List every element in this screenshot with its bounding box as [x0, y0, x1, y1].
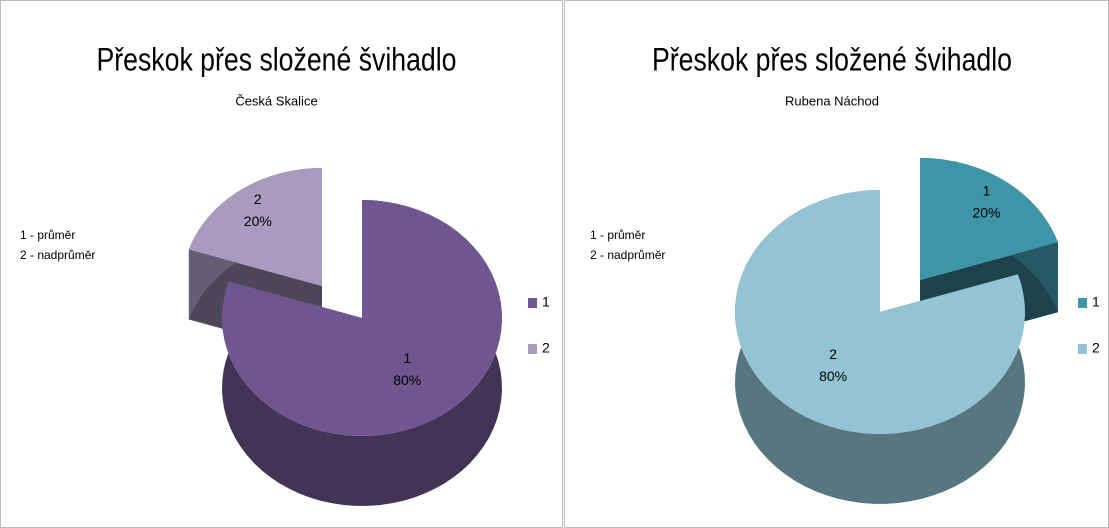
pie-slice — [735, 190, 1025, 434]
pie-slice — [920, 158, 1058, 280]
chart-subtitle: Česká Skalice — [235, 93, 317, 108]
legend-label: 2 — [1092, 340, 1100, 356]
data-label: 80% — [819, 368, 847, 384]
legend-swatch — [1078, 298, 1087, 308]
data-label-category: 1 — [983, 183, 991, 199]
data-label-category: 1 — [403, 350, 411, 366]
annotation: 1 - průměr — [20, 228, 75, 242]
legend-swatch — [1078, 344, 1087, 354]
legend-swatch — [528, 344, 537, 354]
pie-slice — [222, 200, 502, 436]
legend-label: 2 — [542, 340, 550, 356]
pie-slice — [188, 168, 322, 286]
data-label: 80% — [393, 372, 421, 388]
data-label: 20% — [244, 213, 272, 229]
annotation: 2 - nadprůměr — [20, 248, 95, 262]
legend-label: 1 — [542, 294, 550, 310]
data-label-category: 2 — [829, 346, 837, 362]
annotation: 1 - průměr — [590, 228, 645, 242]
legend-label: 1 — [1092, 294, 1100, 310]
annotation: 2 - nadprůměr — [590, 248, 665, 262]
chart-title: Přeskok přes složené švihadlo — [652, 41, 1012, 77]
data-label-category: 2 — [254, 191, 262, 207]
chart-title: Přeskok přes složené švihadlo — [97, 41, 457, 77]
chart-subtitle: Rubena Náchod — [785, 93, 879, 108]
data-label: 20% — [972, 205, 1000, 221]
legend-swatch — [528, 298, 537, 308]
